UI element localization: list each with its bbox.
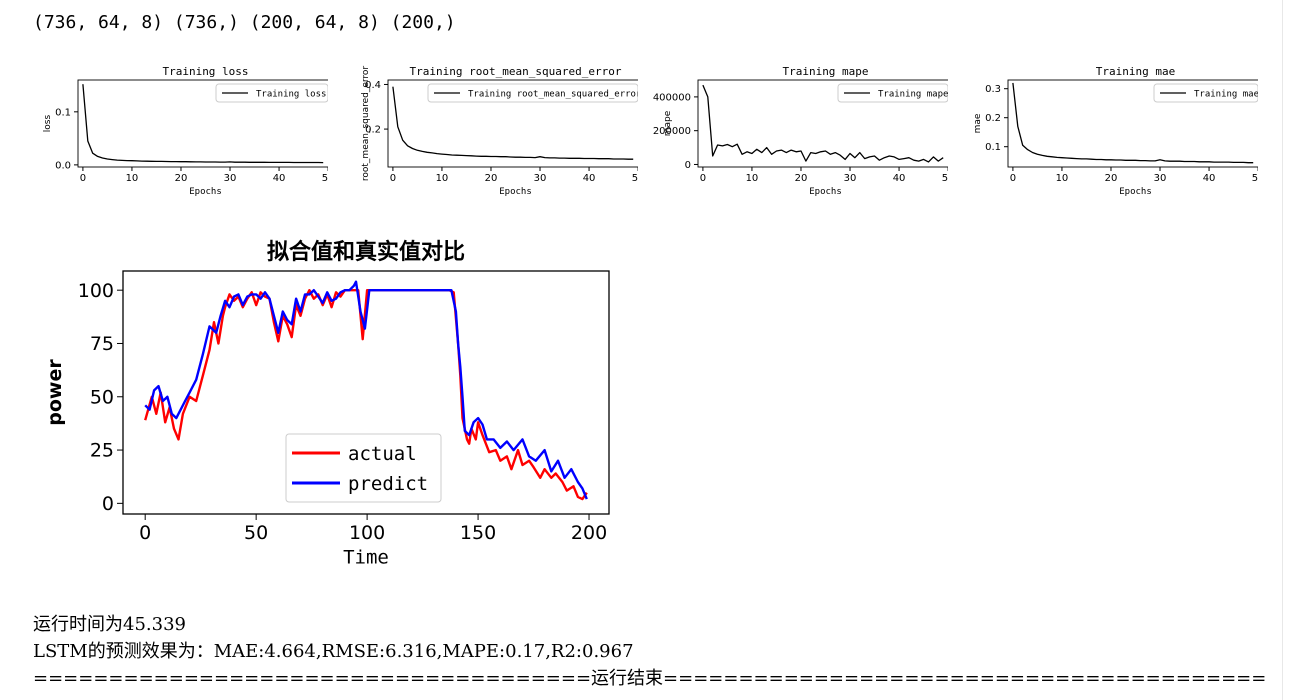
x-axis-label: Time [343,547,389,569]
legend-label: Training root_mean_squared_error [468,90,638,100]
x-tick-label: 0 [1010,173,1016,184]
x-tick-label: 40 [1203,173,1216,184]
legend-box [285,433,442,503]
training-mape-plot: Training mape 0 10 20 30 40 50 0 200000 400000 Epo… [653,65,948,197]
y-tick-label: 100 [78,280,114,302]
x-tick-label: 50 [244,522,268,544]
plot-title: 拟合值和真实值对比 [267,239,465,265]
x-tick-label: 50 [942,173,948,184]
plot-title: Training mape [782,65,868,78]
y-tick-label: 0 [685,160,691,171]
x-tick-label: 0 [700,173,706,184]
y-axis-label: mape [663,110,673,136]
x-tick-label: 30 [844,173,857,184]
y-axis-label: root_mean_squared_error [361,66,371,182]
x-tick-label: 20 [1105,173,1118,184]
training-loss-plot: Training loss 0 10 20 30 40 50 0.0 0.1 Epochs loss… [43,65,328,197]
y-tick-label: 0.3 [985,84,1001,95]
y-tick-label: 25 [90,440,114,462]
x-tick-label: 10 [1056,173,1069,184]
x-axis-label: Epochs [189,187,222,197]
x-tick-label: 40 [583,173,596,184]
x-tick-label: 0 [390,173,396,184]
series-line-Training-mae [1012,82,1254,164]
axes-frame [387,79,638,168]
y-tick-label: 0.1 [55,107,71,118]
legend-box [215,83,328,103]
x-tick-label: 50 [1252,173,1258,184]
x-tick-label: 30 [224,173,237,184]
y-tick-label: 400000 [653,92,691,103]
x-tick-label: 40 [273,173,286,184]
shapes-output: (736, 64, 8) (736,) (200, 64, 8) (200,) [33,12,456,33]
plot-title: Training loss [162,65,248,78]
series-line-actual [144,289,588,501]
axes-frame [122,270,610,515]
x-tick-label: 40 [893,173,906,184]
metrics-text: LSTM的预测效果为：MAE:4.664,RMSE:6.316,MAPE:0.1… [33,641,634,662]
series-line-Training-mape [702,84,944,163]
y-tick-label: 0.1 [985,142,1001,153]
axes-frame [697,79,948,168]
legend-label: predict [348,473,428,495]
x-tick-label: 50 [322,173,328,184]
y-tick-label: 0 [102,493,114,515]
series-line-Training-root_mean_squared_error [392,86,634,160]
series-line-predict [144,280,588,500]
x-tick-label: 20 [485,173,498,184]
x-tick-label: 30 [1154,173,1167,184]
x-tick-label: 50 [632,173,638,184]
y-axis-label: power [44,359,66,426]
series-line-Training-loss [82,84,324,164]
x-tick-label: 20 [175,173,188,184]
legend-label: Training loss [256,90,326,100]
x-tick-label: 30 [534,173,547,184]
x-tick-label: 10 [436,173,449,184]
x-axis-label: Epochs [809,187,842,197]
x-tick-label: 10 [126,173,139,184]
x-axis-label: Epochs [499,187,532,197]
training-mae-plot: Training mae 0 10 20 30 40 50 0.1 0.2 0.3 Epochs ma… [973,65,1258,197]
y-tick-label: 0.2 [365,125,381,136]
runtime-text: 运行时间为45.339 [33,614,186,635]
x-tick-label: 150 [460,522,496,544]
legend-box [427,83,638,103]
x-tick-label: 200 [571,522,607,544]
end-divider-text: =====================================运行结… [33,668,1267,689]
y-tick-label: 200000 [653,126,691,137]
x-tick-label: 100 [349,522,385,544]
y-tick-label: 75 [90,333,114,355]
legend-label: Training mape [878,90,948,100]
y-tick-label: 50 [90,386,114,408]
x-tick-label: 20 [795,173,808,184]
y-axis-label: mae [973,113,983,133]
y-tick-label: 0.2 [985,113,1001,124]
legend-box [1153,83,1258,103]
legend-label: Training mae [1194,90,1258,100]
scrollbar-track[interactable] [1282,0,1283,700]
training-rmse-plot: Training root_mean_squared_error 0 10 20 30 4… [361,65,638,197]
plot-title: Training mae [1096,65,1175,78]
legend-label: actual [348,443,417,465]
legend-box [837,83,948,103]
y-axis-label: loss [43,114,53,132]
axes-frame [77,79,328,168]
x-tick-label: 0 [80,173,86,184]
plot-title: Training root_mean_squared_error [410,65,622,78]
axes-frame [1007,79,1258,168]
x-axis-label: Epochs [1119,187,1152,197]
x-tick-label: 0 [139,522,151,544]
fit-comparison-plot: 拟合值和真实值对比 0 50 100 150 200 0 25 50 75 100 Time power… [44,239,610,569]
y-tick-label: 0.0 [55,160,71,171]
y-tick-label: 0.4 [365,80,381,91]
x-tick-label: 10 [746,173,759,184]
